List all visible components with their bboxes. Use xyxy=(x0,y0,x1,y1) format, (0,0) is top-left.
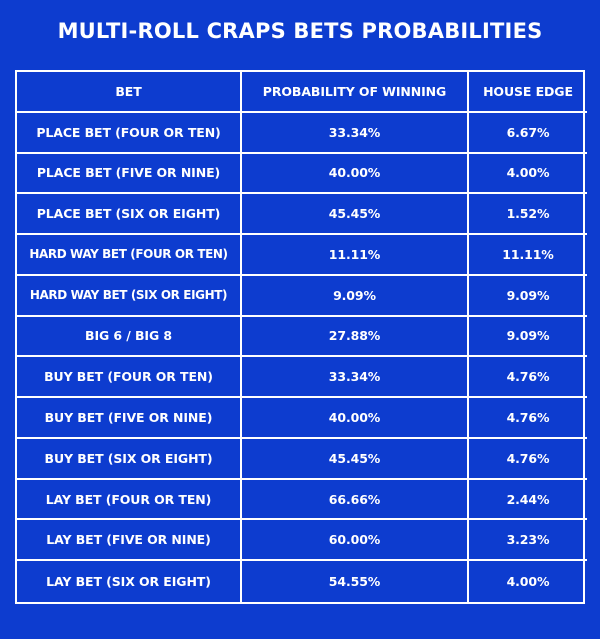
table-cell-probability: 40.00% xyxy=(242,398,469,439)
table-cell-bet: BUY BET (FOUR OR TEN) xyxy=(17,357,242,399)
table-cell-house-edge: 4.00% xyxy=(506,574,550,590)
table-cell-house-edge: 6.67% xyxy=(469,113,587,154)
table-cell-bet: LAY BET (FOUR OR TEN) xyxy=(17,479,242,521)
table-cell-house-edge: 4.00% xyxy=(469,154,587,195)
table-cell-house-edge: 11.11% xyxy=(469,235,587,276)
column-header-bet: BET xyxy=(17,72,242,113)
table-cell-bet: BUY BET (SIX OR EIGHT) xyxy=(17,438,242,480)
table-cell-house-edge: 2.44% xyxy=(469,480,587,521)
column-header-probability: PROBABILITY OF WINNING xyxy=(242,72,469,113)
table-cell-probability: 40.00% xyxy=(242,153,469,195)
table-cell-house-edge: 1.52% xyxy=(469,194,587,236)
table-cell-house-edge: 4.76% xyxy=(469,357,587,399)
table-cell-bet: PLACE BET (FIVE OR NINE) xyxy=(17,153,242,195)
table-cell-bet: PLACE BET (SIX OR EIGHT) xyxy=(17,194,242,236)
table-cell-probability: 66.66% xyxy=(242,479,469,521)
table-cell-probability: 60.00% xyxy=(242,520,469,562)
table-cell-house-edge: 3.23% xyxy=(469,520,587,562)
table-cell-bet: LAY BET (SIX OR EIGHT) xyxy=(17,561,242,602)
table-cell-probability: 45.45% xyxy=(242,438,469,480)
table-cell-house-edge: 9.09% xyxy=(469,276,587,317)
probability-table: BET PROBABILITY OF WINNING HOUSE EDGE PL… xyxy=(15,70,587,604)
page-title: MULTI-ROLL CRAPS BETS PROBABILITIES xyxy=(57,19,543,43)
table-cell-bet: HARD WAY BET (SIX OR EIGHT) xyxy=(17,275,242,317)
table-cell-bet: HARD WAY BET (FOUR OR TEN) xyxy=(17,235,242,276)
column-header-house-edge: HOUSE EDGE xyxy=(469,72,587,113)
table-cell-probability: 54.55% xyxy=(242,561,469,602)
table-cell-house-edge: 9.09% xyxy=(469,317,587,358)
table-cell-bet: BUY BET (FIVE OR NINE) xyxy=(17,398,242,439)
table-cell-bet: PLACE BET (FOUR OR TEN) xyxy=(17,112,242,154)
table-cell-probability: 33.34% xyxy=(242,357,469,399)
table-cell-bet: LAY BET (FIVE OR NINE) xyxy=(17,520,242,562)
table-cell-house-edge: 4.76% xyxy=(469,398,587,439)
table-cell-probability: 33.34% xyxy=(242,112,469,154)
table-cell-probability: 9.09% xyxy=(242,275,469,317)
table-cell-probability: 11.11% xyxy=(242,235,469,276)
table-cell-bet: BIG 6 / BIG 8 xyxy=(17,316,242,358)
table-cell-probability: 27.88% xyxy=(242,316,469,358)
table-cell-house-edge: 4.76% xyxy=(469,439,587,480)
table-cell-probability: 45.45% xyxy=(242,194,469,236)
